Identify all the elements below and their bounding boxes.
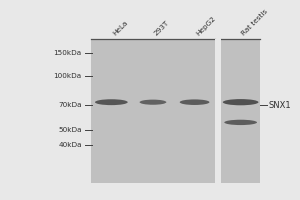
Text: 50kDa: 50kDa [58,127,82,133]
Text: HeLa: HeLa [111,20,129,37]
Bar [221,39,260,183]
Text: 70kDa: 70kDa [58,102,82,108]
Text: 40kDa: 40kDa [58,142,82,148]
Text: SNX1: SNX1 [269,101,292,110]
Ellipse shape [224,120,257,125]
Ellipse shape [180,99,209,105]
Text: 293T: 293T [153,20,170,37]
Text: Rat testis: Rat testis [241,8,269,37]
Ellipse shape [140,100,166,105]
Ellipse shape [223,99,259,105]
Ellipse shape [95,99,128,105]
Text: 100kDa: 100kDa [53,73,82,79]
Bar [91,39,215,183]
Text: HepG2: HepG2 [195,15,216,37]
Bar [215,39,221,183]
Text: 150kDa: 150kDa [53,50,82,56]
